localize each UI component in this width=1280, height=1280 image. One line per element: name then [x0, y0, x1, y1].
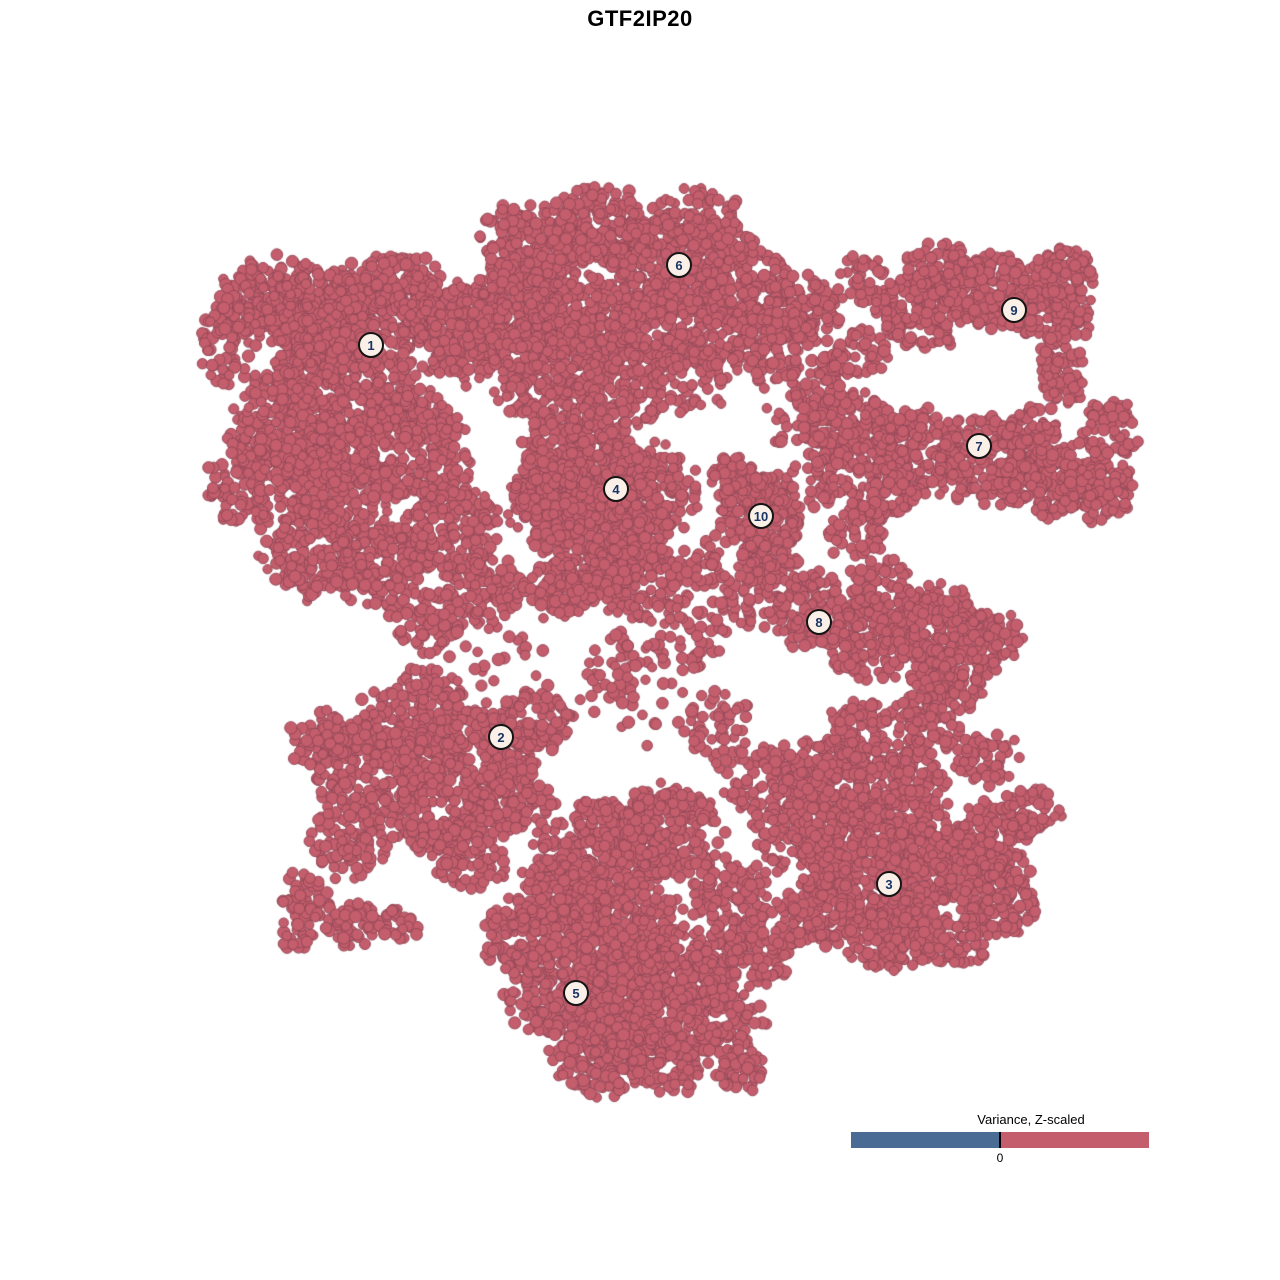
- legend-positive-segment: [1000, 1132, 1149, 1148]
- legend-zero-divider: [999, 1132, 1001, 1148]
- colorbar-legend: Variance, Z-scaled 0: [851, 1112, 1149, 1165]
- legend-negative-segment: [851, 1132, 1000, 1148]
- legend-title: Variance, Z-scaled: [977, 1112, 1085, 1127]
- legend-colorbar: [851, 1132, 1149, 1148]
- legend-tick-label: 0: [996, 1151, 1004, 1165]
